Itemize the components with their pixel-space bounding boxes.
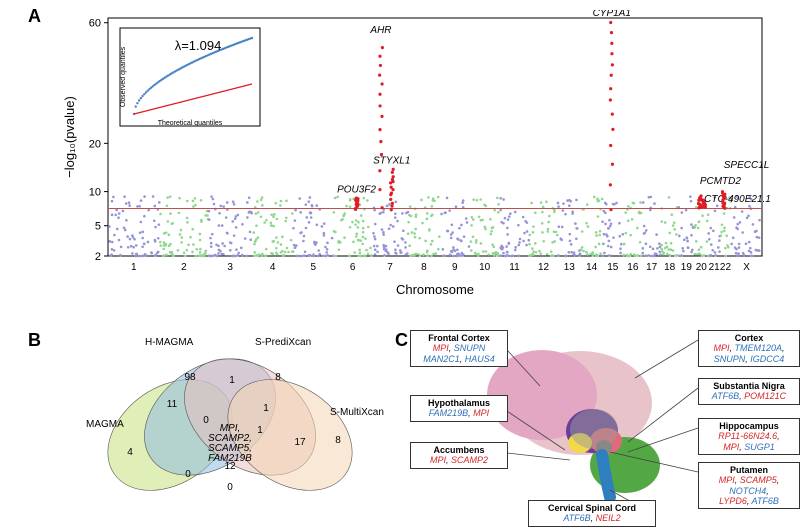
svg-text:2: 2: [181, 262, 187, 273]
svg-text:1: 1: [263, 403, 269, 414]
svg-text:SPECC1L-ADORA2: SPECC1L-ADORA2: [724, 160, 770, 171]
panel-a-label: A: [28, 6, 41, 27]
svg-text:1: 1: [229, 375, 235, 386]
svg-text:18: 18: [664, 262, 676, 273]
svg-text:19: 19: [681, 262, 693, 273]
svg-text:11: 11: [167, 399, 178, 410]
svg-text:3: 3: [227, 262, 233, 273]
brain-callout: HippocampusRP11-66N24.6,MPI, SUGP1: [698, 418, 800, 455]
svg-text:−log₁₀(pvalue): −log₁₀(pvalue): [62, 96, 77, 178]
svg-text:5: 5: [95, 221, 101, 233]
svg-text:9: 9: [452, 262, 458, 273]
svg-text:8: 8: [275, 372, 281, 383]
svg-text:12: 12: [538, 262, 550, 273]
manhattan-plot: 25102060−log₁₀(pvalue)123456789101112131…: [60, 10, 770, 300]
svg-text:98: 98: [184, 372, 196, 383]
panel-c-label: C: [395, 330, 408, 351]
svg-text:POU3F2: POU3F2: [337, 185, 376, 196]
svg-text:PCMTD2: PCMTD2: [700, 176, 742, 187]
svg-text:20: 20: [89, 138, 101, 150]
figure: A B C 25102060−log₁₀(pvalue)123456789101…: [0, 0, 800, 530]
svg-text:AHR: AHR: [369, 25, 391, 36]
svg-text:1: 1: [131, 262, 137, 273]
panel-b-label: B: [28, 330, 41, 351]
brain-callout: CortexMPI, TMEM120A,SNUPN, IGDCC4: [698, 330, 800, 367]
svg-text:2: 2: [95, 251, 101, 263]
brain-callout: HypothalamusFAM219B, MPI: [410, 395, 508, 422]
svg-text:4: 4: [127, 447, 133, 458]
svg-text:MAGMA: MAGMA: [86, 419, 124, 430]
svg-text:0: 0: [227, 482, 233, 493]
svg-text:0: 0: [185, 469, 191, 480]
svg-text:16: 16: [627, 262, 639, 273]
svg-text:H-MAGMA: H-MAGMA: [145, 337, 194, 348]
svg-text:FAM219B: FAM219B: [208, 453, 252, 464]
svg-text:Chromosome: Chromosome: [396, 282, 474, 297]
svg-text:14: 14: [586, 262, 598, 273]
svg-text:10: 10: [479, 262, 491, 273]
svg-text:8: 8: [421, 262, 427, 273]
svg-text:10: 10: [89, 187, 101, 199]
brain-callout: AccumbensMPI, SCAMP2: [410, 442, 508, 469]
svg-text:CTC-490E21.12: CTC-490E21.12: [704, 194, 770, 205]
svg-text:Observed quantiles: Observed quantiles: [120, 46, 127, 107]
svg-text:λ=1.094: λ=1.094: [175, 38, 222, 53]
brain-infographic: Frontal CortexMPI, SNUPNMAN2C1, HAUS4 Hyp…: [410, 330, 790, 525]
svg-text:17: 17: [294, 437, 306, 448]
svg-text:STYXL1: STYXL1: [373, 155, 410, 166]
svg-text:S-PrediXcan: S-PrediXcan: [255, 337, 311, 348]
svg-text:Theoretical quantiles: Theoretical quantiles: [158, 120, 223, 127]
svg-text:60: 60: [89, 18, 101, 30]
svg-text:X: X: [743, 262, 750, 273]
svg-text:CYP1A1: CYP1A1: [593, 10, 631, 19]
svg-text:8: 8: [335, 435, 341, 446]
brain-callout: Frontal CortexMPI, SNUPNMAN2C1, HAUS4: [410, 330, 508, 367]
svg-text:0: 0: [203, 415, 209, 426]
svg-text:1: 1: [257, 425, 263, 436]
svg-text:4: 4: [270, 262, 276, 273]
brain-callout: Cervical Spinal CordATF6B, NEIL2: [528, 500, 656, 527]
svg-text:S-MultiXcan: S-MultiXcan: [330, 407, 384, 418]
svg-text:22: 22: [720, 262, 732, 273]
svg-text:5: 5: [311, 262, 317, 273]
svg-text:15: 15: [607, 262, 619, 273]
svg-text:17: 17: [646, 262, 658, 273]
svg-text:21: 21: [709, 262, 721, 273]
brain-callout: Substantia NigraATF6B, POM121C: [698, 378, 800, 405]
svg-text:7: 7: [387, 262, 393, 273]
brain-callout: PutamenMPI, SCAMP5, NOTCH4,LYPD6, ATF6B: [698, 462, 800, 509]
svg-text:20: 20: [696, 262, 708, 273]
svg-text:11: 11: [509, 262, 520, 273]
venn-diagram: MAGMA H-MAGMA S-PrediXcan S-MultiXcan 4 98 8 8 1…: [60, 335, 390, 525]
svg-text:6: 6: [350, 262, 356, 273]
svg-text:13: 13: [564, 262, 576, 273]
